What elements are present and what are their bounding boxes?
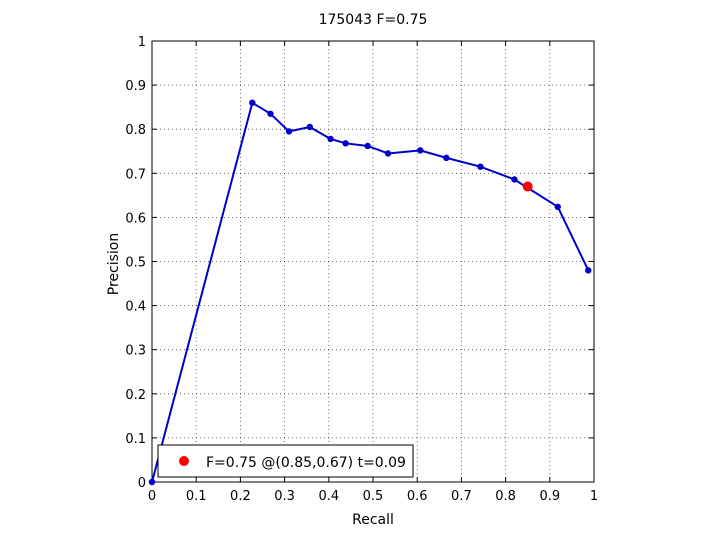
best-f-point bbox=[522, 181, 533, 192]
x-tick-label: 0.7 bbox=[451, 489, 472, 504]
x-tick-label: 0.8 bbox=[495, 489, 516, 504]
x-tick-label: 0 bbox=[148, 489, 156, 504]
legend-box bbox=[157, 444, 414, 478]
y-tick-label: 0.3 bbox=[125, 344, 146, 359]
axis-ticks: 0 0.1 0.2 0.3 0.4 0.5 0.6 0.7 0.8 0.9 1 0 0.1 0.2 0.3 0… bbox=[125, 35, 598, 504]
x-tick-label: 0.6 bbox=[407, 489, 428, 504]
x-tick-label: 0.5 bbox=[363, 489, 384, 504]
series-line bbox=[151, 101, 590, 483]
y-tick-label: 0.6 bbox=[125, 211, 146, 226]
data-point bbox=[285, 128, 293, 135]
y-tick-label: 0 bbox=[138, 476, 146, 491]
chart-title: 175043 F=0.75 bbox=[319, 12, 428, 28]
data-point bbox=[585, 267, 592, 274]
data-point bbox=[364, 142, 371, 150]
legend-marker bbox=[179, 456, 189, 466]
best-point-layer bbox=[522, 181, 533, 192]
data-point bbox=[327, 135, 334, 143]
series-layer bbox=[148, 99, 592, 486]
y-tick-label: 0.5 bbox=[125, 256, 146, 271]
y-tick-label: 0.2 bbox=[125, 388, 146, 403]
y-axis-label: Precision bbox=[106, 233, 122, 295]
data-point bbox=[148, 478, 156, 486]
data-point bbox=[554, 203, 561, 211]
data-point bbox=[249, 99, 256, 106]
data-point bbox=[384, 150, 392, 157]
y-tick-label: 1 bbox=[138, 35, 146, 50]
y-tick-label: 0.4 bbox=[125, 300, 146, 315]
y-tick-label: 0.1 bbox=[125, 432, 146, 447]
x-axis-label: Recall bbox=[352, 512, 394, 528]
y-tick-label: 0.7 bbox=[125, 167, 146, 182]
y-tick-label: 0.8 bbox=[125, 123, 146, 138]
grid bbox=[152, 41, 594, 482]
data-point bbox=[306, 123, 313, 131]
y-tick-label: 0.9 bbox=[125, 79, 146, 94]
data-point bbox=[511, 176, 518, 183]
x-tick-label: 0.3 bbox=[274, 489, 295, 504]
x-tick-label: 0.1 bbox=[186, 489, 207, 504]
x-tick-label: 0.2 bbox=[230, 489, 251, 504]
data-point bbox=[342, 140, 349, 147]
legend-entry: F=0.75 @(0.85,0.67) t=0.09 bbox=[206, 455, 406, 471]
x-tick-label: 0.4 bbox=[318, 489, 339, 504]
data-point bbox=[443, 154, 450, 162]
legend: F=0.75 @(0.85,0.67) t=0.09 bbox=[157, 444, 414, 478]
data-point bbox=[417, 147, 424, 154]
x-tick-label: 1 bbox=[590, 489, 598, 504]
data-point bbox=[477, 163, 484, 170]
x-tick-label: 0.9 bbox=[539, 489, 560, 504]
data-point bbox=[267, 110, 274, 117]
